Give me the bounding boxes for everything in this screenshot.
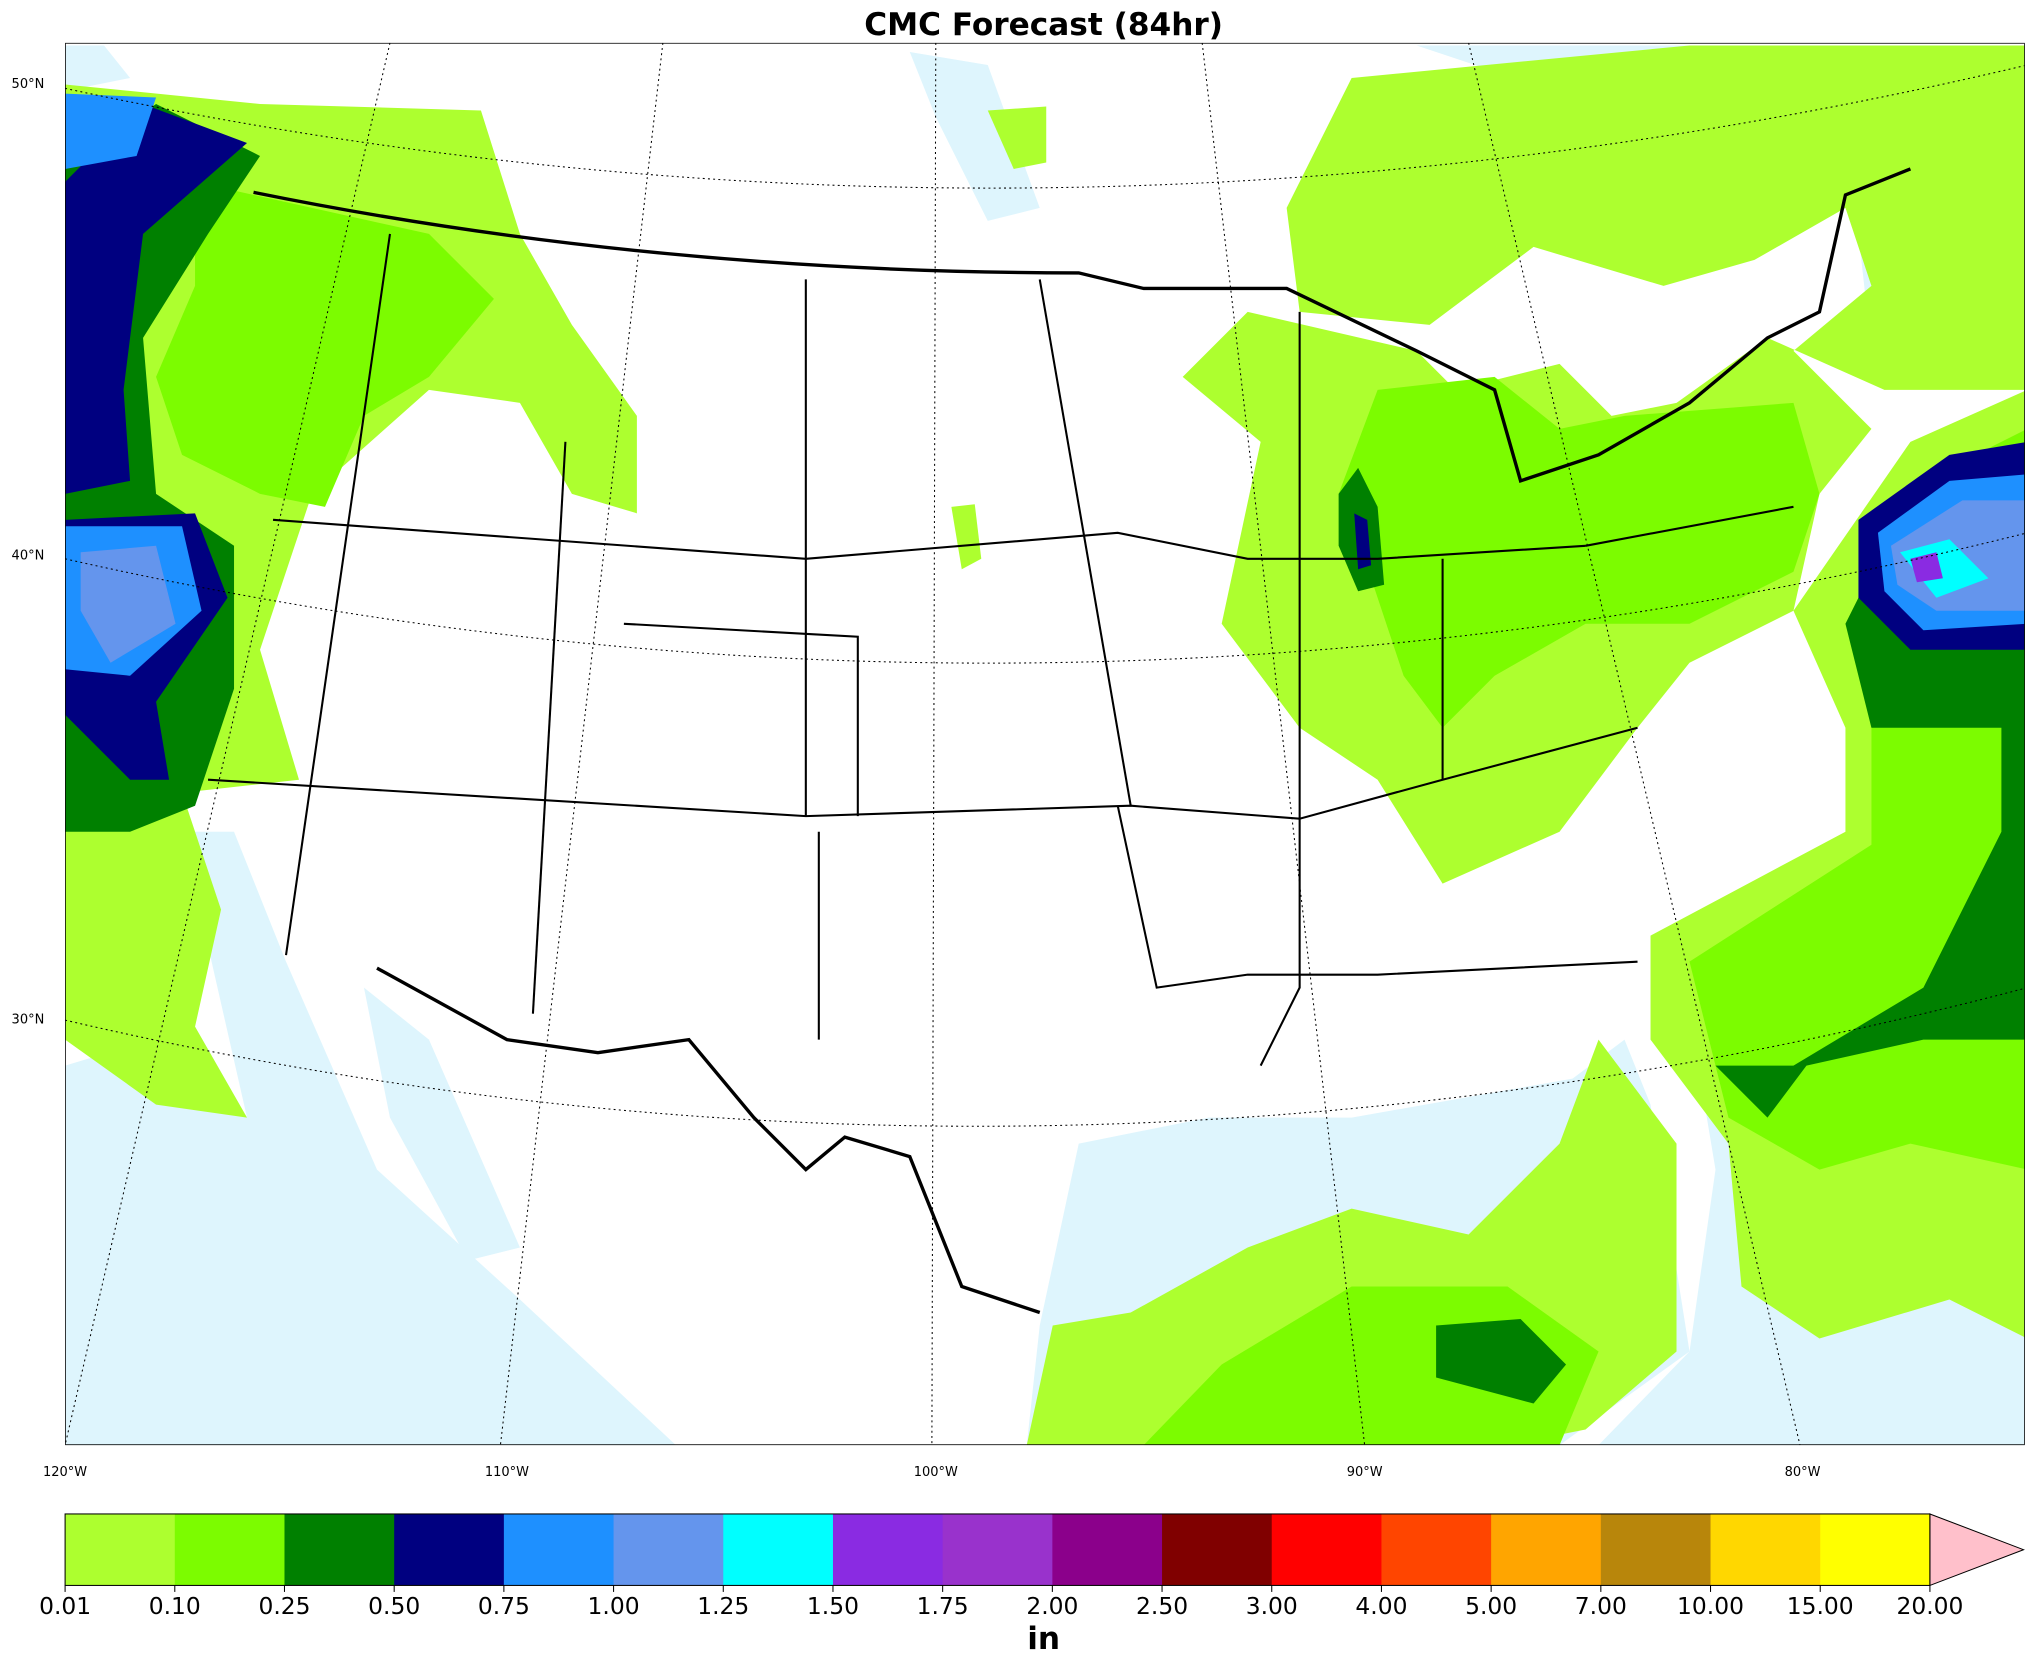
colorbar-tick-label: 20.00: [1896, 1592, 1963, 1620]
colorbar-segment: [1162, 1513, 1273, 1586]
colorbar-segment: [1820, 1513, 1931, 1586]
colorbar-segment: [613, 1513, 724, 1586]
colorbar-segment: [503, 1513, 615, 1586]
colorbar-tick-label: 3.00: [1246, 1592, 1298, 1620]
lat-label: 40°N: [12, 549, 45, 564]
colorbar-tick-label: 10.00: [1677, 1592, 1744, 1620]
colorbar-tick-label: 1.75: [917, 1592, 969, 1620]
colorbar-tick-label: 1.00: [588, 1592, 640, 1620]
lon-label: 80°W: [1785, 1465, 1821, 1480]
colorbar-tick-label: 0.50: [368, 1592, 420, 1620]
colorbar-tick-label: 0.75: [478, 1592, 530, 1620]
colorbar-label: in: [1027, 1621, 1060, 1657]
colorbar-tick-label: 15.00: [1787, 1592, 1854, 1620]
colorbar-segment: [394, 1513, 505, 1586]
colorbar-tick-label: 2.50: [1136, 1592, 1188, 1620]
colorbar-tick-label: 1.50: [807, 1592, 859, 1620]
colorbar-tick-label: 4.00: [1355, 1592, 1407, 1620]
colorbar-frame: [64, 1513, 1931, 1586]
lon-label: 110°W: [485, 1465, 529, 1480]
colorbar-segment: [832, 1513, 944, 1586]
colorbar-segment: [1710, 1513, 1821, 1586]
lon-label: 120°W: [43, 1465, 87, 1480]
colorbar-tick-label: 7.00: [1575, 1592, 1627, 1620]
map-area: [65, 42, 2025, 1446]
axis-labels: 50°N 40°N 30°N 120°W 110°W 100°W 90°W 80°W: [12, 77, 1821, 1480]
colorbar-segment: [1600, 1513, 1712, 1586]
colorbar: 0.01 0.10 0.25 0.50 0.75 1.00 1.25 1.50 1.75 2.00…: [39, 1513, 2025, 1620]
colorbar-segment: [1381, 1513, 1492, 1586]
lon-label: 90°W: [1347, 1465, 1383, 1480]
graticule: [65, 42, 2025, 1446]
colorbar-tick-label: 0.10: [149, 1592, 201, 1620]
colorbar-segment: [1271, 1513, 1383, 1586]
precip: [65, 45, 2025, 1446]
colorbar-segment: [1052, 1513, 1163, 1586]
colorbar-extend: [1929, 1513, 2025, 1587]
colorbar-tick-label: 2.00: [1026, 1592, 1078, 1620]
colorbar-tick-label: 0.01: [39, 1592, 91, 1620]
borders: [207, 167, 1912, 1315]
colorbar-segment: [723, 1513, 834, 1586]
colorbar-segment: [942, 1513, 1054, 1586]
title: CMC Forecast (84hr): [864, 7, 1223, 43]
colorbar-tick-label: 5.00: [1465, 1592, 1517, 1620]
lat-label: 30°N: [12, 1013, 45, 1028]
lat-label: 50°N: [12, 77, 45, 92]
colorbar-segment: [65, 1513, 176, 1586]
colorbar-segment: [174, 1513, 286, 1586]
colorbar-segment: [284, 1513, 395, 1586]
colorbar-segment: [1491, 1513, 1602, 1586]
colorbar-tick-label: 1.25: [697, 1592, 749, 1620]
lon-label: 100°W: [914, 1465, 958, 1480]
colorbar-tick-label: 0.25: [258, 1592, 310, 1620]
